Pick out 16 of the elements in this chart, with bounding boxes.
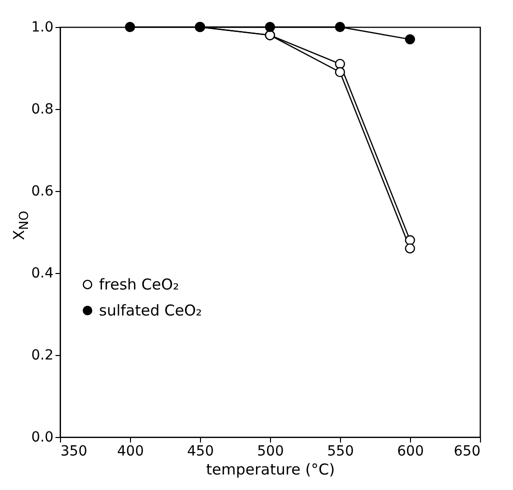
x-axis-title: temperature (°C) bbox=[206, 460, 335, 478]
x-tick-label: 400 bbox=[117, 444, 144, 460]
y-tick-label: 0.8 bbox=[31, 102, 54, 118]
y-tick-label: 0.2 bbox=[31, 348, 54, 364]
x-tick-label: 450 bbox=[187, 444, 214, 460]
x-tick-label: 600 bbox=[397, 444, 424, 460]
x-tick-label: 350 bbox=[60, 444, 88, 460]
y-tick-label: 0.4 bbox=[31, 266, 54, 282]
x-tick-label: 650 bbox=[454, 444, 480, 460]
y-tick-label: 0.0 bbox=[31, 430, 54, 446]
x-tick-label: 500 bbox=[257, 444, 284, 460]
legend-label: fresh CeO₂ bbox=[99, 276, 179, 294]
x-tick-label: 550 bbox=[327, 444, 354, 460]
legend-label: sulfated CeO₂ bbox=[99, 302, 202, 320]
y-tick-label: 1.0 bbox=[31, 20, 54, 36]
y-tick-label: 0.6 bbox=[31, 184, 54, 200]
